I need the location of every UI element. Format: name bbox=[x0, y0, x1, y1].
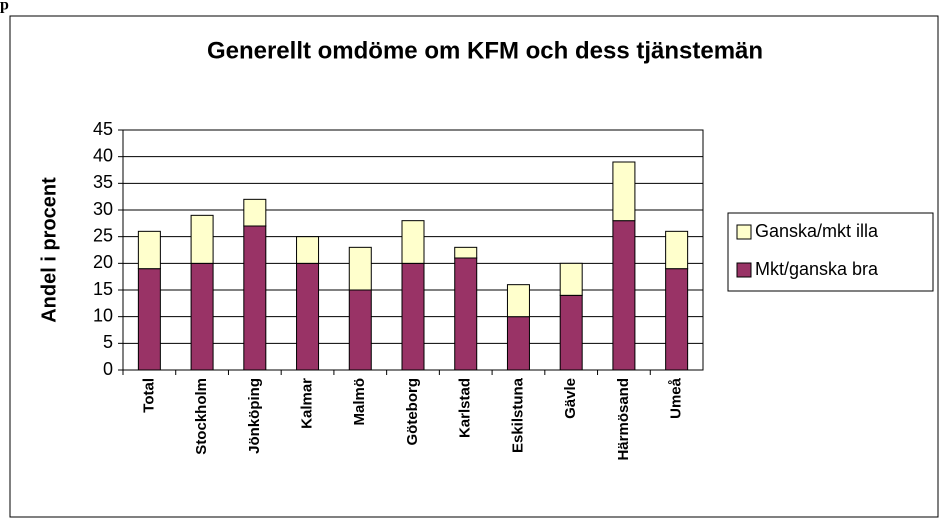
y-tick-label: 20 bbox=[93, 252, 113, 272]
chart-title: Generellt omdöme om KFM och dess tjänste… bbox=[207, 37, 763, 64]
x-tick-label: Stockholm bbox=[193, 378, 210, 455]
bar-segment bbox=[665, 230, 689, 270]
legend-swatch bbox=[736, 224, 752, 240]
legend-label: Ganska/mkt illa bbox=[755, 221, 879, 241]
bar-segment bbox=[243, 198, 267, 227]
y-tick-label: 5 bbox=[103, 332, 113, 352]
y-tick-label: 40 bbox=[93, 145, 113, 165]
header-fragment: p bbox=[0, 0, 9, 14]
bar-segment bbox=[243, 225, 267, 371]
x-tick-label: Härmösand bbox=[615, 378, 632, 461]
bar-segment bbox=[612, 220, 636, 371]
bar-segment bbox=[506, 316, 530, 371]
bar-segment bbox=[401, 220, 425, 264]
bar-segment bbox=[137, 268, 161, 371]
x-tick-label: Kalmar bbox=[299, 378, 316, 429]
x-tick-label: Jönköping bbox=[246, 378, 263, 454]
bar-segment bbox=[454, 257, 478, 371]
x-tick-label: Gävle bbox=[562, 378, 579, 419]
x-tick-label: Eskilstuna bbox=[509, 377, 526, 453]
bar-segment bbox=[612, 161, 636, 222]
x-tick-label: Malmö bbox=[351, 378, 368, 426]
bar-segment bbox=[401, 262, 425, 371]
legend-swatch bbox=[736, 262, 752, 278]
bar-segment bbox=[665, 268, 689, 371]
bar-segment bbox=[506, 284, 530, 318]
legend-label: Mkt/ganska bra bbox=[755, 259, 879, 279]
y-axis-label: Andel i procent bbox=[38, 177, 60, 323]
bar-segment bbox=[296, 236, 320, 264]
bar-segment bbox=[190, 214, 214, 264]
y-tick-label: 25 bbox=[93, 225, 113, 245]
y-tick-label: 35 bbox=[93, 172, 113, 192]
x-tick-label: Total bbox=[140, 378, 157, 413]
y-tick-label: 10 bbox=[93, 305, 113, 325]
y-tick-label: 45 bbox=[93, 119, 113, 139]
x-tick-label: Karlstad bbox=[457, 378, 474, 438]
x-tick-label: Göteborg bbox=[404, 378, 421, 446]
bar-segment bbox=[559, 262, 583, 296]
x-tick-label: Umeå bbox=[668, 377, 685, 419]
y-tick-label: 0 bbox=[103, 359, 113, 379]
y-tick-label: 30 bbox=[93, 199, 113, 219]
bar-segment bbox=[454, 246, 478, 259]
bar-segment bbox=[348, 246, 372, 291]
bar-segment bbox=[137, 230, 161, 270]
bar-segment bbox=[559, 294, 583, 371]
bar-segment bbox=[190, 262, 214, 371]
bar-segment bbox=[296, 262, 320, 371]
y-tick-label: 15 bbox=[93, 279, 113, 299]
bar-segment bbox=[348, 289, 372, 371]
legend-box bbox=[727, 212, 934, 292]
